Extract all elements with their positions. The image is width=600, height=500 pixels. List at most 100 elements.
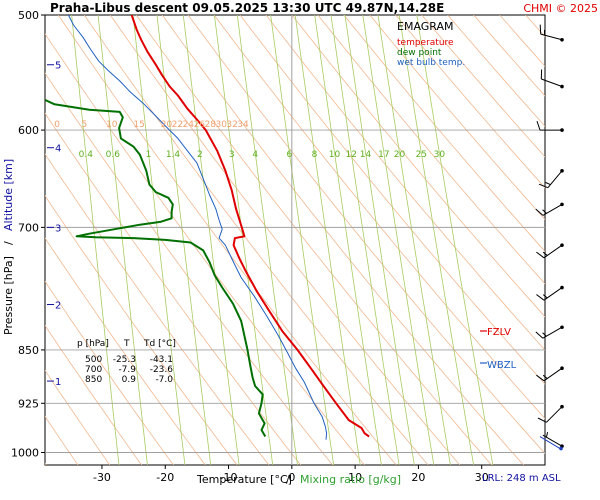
table-cell: 850 (85, 375, 102, 385)
dry-adiabat-line (239, 15, 545, 385)
altitude-tick-label: 2 (55, 301, 61, 312)
wind-barb (536, 243, 564, 259)
dry-adiabat-line (187, 15, 545, 455)
y-axis-label-altitude: Altitude [km] (2, 159, 15, 231)
wbzl-label: WBZL (487, 360, 517, 371)
legend-item-dew-point: dew point (397, 48, 442, 58)
y-tick-label: 500 (18, 9, 39, 22)
mixing-ratio-line (132, 15, 186, 465)
dry-adiabat-line (343, 15, 545, 252)
mixing-ratio-line (71, 15, 120, 465)
mixing-ratio-label: 14 (360, 150, 372, 160)
sounding-profiles (45, 15, 370, 440)
table-cell: -43.1 (150, 355, 173, 365)
surface-wind-station (559, 446, 563, 451)
mixing-ratio-label: 25 (416, 150, 427, 160)
wind-barb-shaft (541, 78, 563, 88)
wind-barb-shaft (543, 367, 563, 382)
dry-adiabat-line (45, 195, 238, 465)
mixing-ratio-label: 1.4 (166, 150, 181, 160)
x-axis-label-separator: / (286, 473, 290, 486)
dry-adiabat-line (45, 324, 142, 465)
mixing-ratio-line (294, 15, 361, 465)
wind-barb-half-feather (542, 332, 547, 337)
mixing-ratio-line (398, 15, 474, 465)
x-tick-label: -10 (220, 471, 238, 484)
mixing-ratio-label: 0.6 (106, 150, 121, 160)
dry-adiabat-label: 28 (204, 120, 216, 130)
mixing-ratio-label: 3 (229, 150, 235, 160)
mixing-ratio-line (236, 15, 298, 465)
dry-adiabat-label: 32 (226, 120, 237, 130)
fzlv-marker: FZLV (480, 327, 511, 338)
mixing-ratio-line (156, 15, 212, 465)
table-cell: -23.6 (150, 365, 174, 375)
wind-barb (538, 169, 564, 189)
plot-area (44, 14, 546, 466)
dry-adiabat-line (578, 15, 600, 465)
wind-barb-feather (536, 374, 545, 382)
dry-adiabat-label: 20 (161, 120, 173, 130)
mixing-ratio-line (314, 15, 382, 465)
x-tick-label: -30 (93, 471, 111, 484)
dry-adiabats (45, 15, 600, 465)
temperature-line (130, 15, 370, 438)
mixing-ratio-label: 8 (312, 150, 318, 160)
y-tick-label: 925 (18, 397, 39, 410)
mixing-ratio-label: 30 (434, 150, 446, 160)
values-table: p [hPa] T Td [°C] 500 -25.3 -43.1 700 -7… (77, 339, 176, 385)
dry-adiabat-line (45, 280, 174, 465)
wind-barbs (535, 24, 564, 451)
wind-barb-half-feather (545, 182, 551, 186)
dry-adiabat-line (421, 15, 545, 158)
wind-barb-feather (536, 294, 545, 301)
dry-adiabat-line (552, 15, 600, 465)
table-cell: 0.9 (122, 375, 137, 385)
dry-adiabat-line (45, 237, 206, 465)
wind-barb (535, 325, 564, 339)
dry-adiabat-line (317, 15, 545, 285)
dry-adiabat-line (213, 15, 545, 420)
wind-barb-feather (539, 24, 542, 35)
dry-adiabat-line (447, 15, 545, 127)
wind-barb (539, 24, 564, 42)
dry-adiabat-line (135, 15, 492, 465)
wind-barb-feather (535, 331, 544, 339)
dry-adiabat-line (369, 15, 545, 221)
x-axis-title: Temperature [°C] / Mixing ratio [g/kg] (196, 473, 401, 486)
dry-adiabat-label: 30 (215, 120, 227, 130)
altitude-tick-label: 3 (55, 223, 61, 234)
wind-barb (537, 404, 564, 423)
chart-title: Praha-Libus descent 09.05.2025 13:30 UTC… (50, 1, 444, 15)
altitude-tick-label: 4 (55, 144, 61, 155)
mixing-ratio-label: 4 (252, 150, 258, 160)
dry-adiabat-line (45, 112, 302, 465)
mixing-ratio-label: 2 (197, 150, 203, 160)
wind-barb-half-feather (542, 294, 548, 299)
x-tick-label: 20 (411, 471, 425, 484)
x-tick-label: -20 (156, 471, 174, 484)
table-cell: -7.9 (118, 365, 136, 375)
y-axis-title: Pressure [hPa] / Altitude [km] (2, 159, 15, 335)
wind-barb (536, 366, 564, 382)
wind-barb (535, 202, 564, 216)
dew-point-line (45, 98, 267, 438)
y-axis-label-pressure: Pressure [hPa] (2, 256, 15, 335)
dry-adiabat-line (161, 15, 524, 465)
table-cell: -7.0 (155, 375, 173, 385)
dry-adiabat-label: 15 (133, 120, 144, 130)
y-tick-label: 600 (18, 124, 39, 137)
mixing-ratio-line (362, 15, 435, 465)
y-tick-label: 1000 (11, 447, 39, 460)
wind-barb (540, 69, 564, 89)
wind-barb-shaft (547, 170, 563, 189)
table-header-temperature: T (123, 339, 130, 349)
dry-adiabat-line (45, 153, 270, 465)
x-tick-label: 10 (348, 471, 362, 484)
lrl-label: LRL: 248 m ASL (482, 473, 561, 484)
dry-adiabat-line (291, 15, 545, 318)
mixing-ratio-label: 20 (394, 150, 406, 160)
dry-adiabat-label: 34 (237, 120, 249, 130)
